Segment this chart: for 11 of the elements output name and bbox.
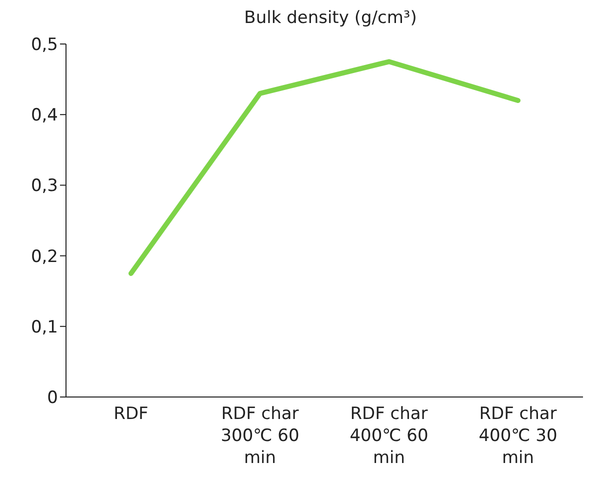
y-tick-label: 0,4 (30, 106, 58, 126)
y-tick-label: 0 (47, 388, 58, 408)
x-tick-label: RDF char 400℃ 60 min (350, 404, 428, 468)
y-tick-label: 0,3 (30, 176, 58, 196)
x-tick-label: RDF char 400℃ 30 min (478, 404, 558, 468)
y-tick-label: 0,1 (30, 317, 58, 338)
x-tick-label: RDF (114, 404, 148, 424)
y-tick-label: 0,5 (30, 35, 58, 56)
y-tick-label: 0,2 (30, 246, 58, 267)
chart-title: Bulk density (g/cm³) (243, 8, 418, 30)
x-tick-label: RDF char 300℃ 60 min (220, 404, 300, 468)
